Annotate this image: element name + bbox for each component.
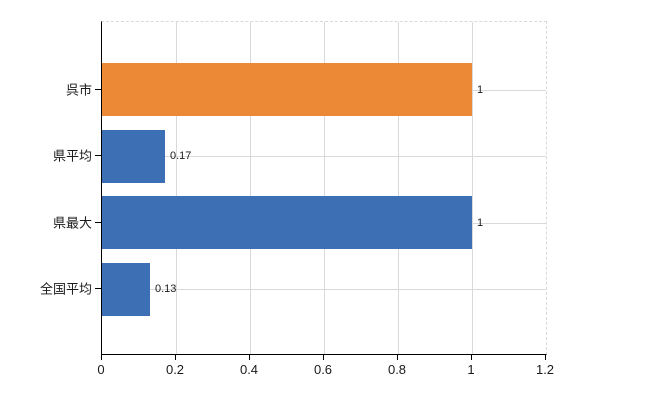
y-axis-tick bbox=[95, 222, 101, 223]
x-axis-tick-label: 0.4 bbox=[239, 362, 259, 377]
y-axis-tick bbox=[95, 288, 101, 289]
x-axis-tick bbox=[101, 354, 102, 360]
x-axis-tick-label: 1.2 bbox=[535, 362, 555, 377]
category-label: 県最大 bbox=[52, 215, 92, 231]
bar-value-label: 1 bbox=[477, 217, 484, 229]
x-axis-tick bbox=[323, 354, 324, 360]
bar-national-average bbox=[102, 263, 150, 316]
bar-value-label: 0.13 bbox=[155, 283, 177, 295]
horizontal-gridline bbox=[102, 289, 546, 290]
y-axis-tick bbox=[95, 155, 101, 156]
bar-pref-max bbox=[102, 196, 472, 249]
bar-pref-average bbox=[102, 130, 165, 183]
x-axis-tick bbox=[249, 354, 250, 360]
vertical-gridline bbox=[398, 22, 399, 354]
category-label: 県平均 bbox=[52, 148, 92, 164]
category-label: 全国平均 bbox=[39, 281, 92, 297]
vertical-gridline bbox=[472, 22, 473, 354]
vertical-gridline bbox=[176, 22, 177, 354]
bar-value-label: 0.17 bbox=[170, 150, 192, 162]
y-axis-tick bbox=[95, 89, 101, 90]
x-axis-tick bbox=[397, 354, 398, 360]
plot-area: 1 0.17 1 0.13 bbox=[101, 21, 547, 355]
x-axis-tick bbox=[545, 354, 546, 360]
category-label: 呉市 bbox=[65, 82, 92, 98]
x-axis-tick-label: 0.8 bbox=[387, 362, 407, 377]
x-axis-tick-label: 0.2 bbox=[165, 362, 185, 377]
vertical-gridline bbox=[250, 22, 251, 354]
x-axis-tick bbox=[175, 354, 176, 360]
bar-kure-city bbox=[102, 63, 472, 116]
x-axis-tick-label: 1 bbox=[467, 362, 475, 377]
x-axis-tick bbox=[471, 354, 472, 360]
x-axis-tick-label: 0 bbox=[97, 362, 105, 377]
horizontal-gridline bbox=[102, 156, 546, 157]
vertical-gridline bbox=[324, 22, 325, 354]
x-axis-tick-label: 0.6 bbox=[313, 362, 333, 377]
bar-value-label: 1 bbox=[477, 84, 484, 96]
